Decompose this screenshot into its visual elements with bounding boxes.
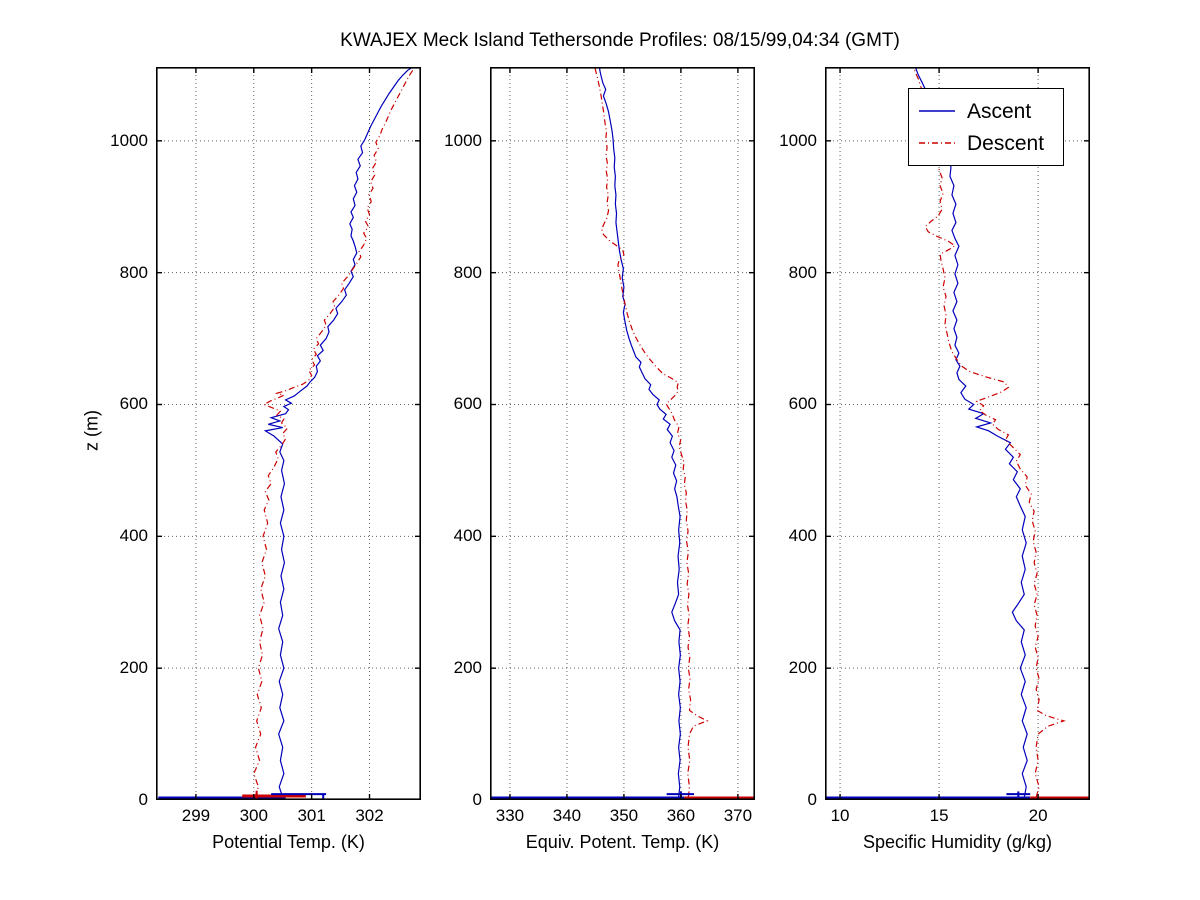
ascent-curve (914, 67, 1028, 798)
figure-title: KWAJEX Meck Island Tethersonde Profiles:… (340, 30, 900, 51)
axis-box (156, 67, 421, 800)
y-tick-label: 800 (453, 262, 482, 282)
specific-humidity-plot-area (825, 67, 1090, 800)
x-axis-label-potential-temp: Potential Temp. (K) (212, 832, 365, 852)
y-tick-label: 400 (453, 526, 482, 546)
y-tick-label: 1000 (779, 130, 817, 150)
panel-potential-temp (156, 67, 421, 800)
y-tick-label: 0 (472, 790, 482, 809)
equiv-potent-temp-plot-area (490, 67, 755, 800)
ascent-curve (263, 67, 414, 798)
y-tick-label: 800 (119, 262, 148, 282)
y-tick-label: 200 (119, 658, 148, 678)
axis-box (825, 67, 1090, 800)
legend-label-descent: Descent (967, 131, 1045, 155)
descent-curve (253, 67, 417, 798)
y-tick-label: 600 (788, 394, 817, 414)
x-tick-label: 360 (666, 806, 696, 825)
x-tick-label: 350 (609, 806, 639, 825)
x-axis-label-specific-humidity: Specific Humidity (g/kg) (862, 832, 1053, 852)
y-tick-label: 0 (807, 790, 817, 809)
y-tick-label: 0 (138, 790, 148, 809)
x-tick-label: 20 (1028, 806, 1048, 825)
y-tick-label: 200 (788, 658, 817, 678)
panel-specific-humidity (825, 67, 1090, 800)
x-axis-label-equiv-potent-temp: Equiv. Potent. Temp. (K) (525, 832, 720, 852)
x-tick-label: 15 (929, 806, 949, 825)
y-tick-label: 1000 (110, 130, 148, 150)
x-tick-label: 10 (830, 806, 850, 825)
ascent-line-sample-icon (919, 110, 955, 112)
legend-label-ascent: Ascent (967, 99, 1032, 123)
x-tick-label: 300 (239, 806, 268, 825)
ascent-curve (598, 67, 681, 798)
axis-box (490, 67, 755, 800)
x-tick-label: 301 (297, 806, 326, 825)
potential-temp-plot-area (156, 67, 421, 800)
legend-item-descent: Descent (909, 128, 1063, 158)
descent-curve (594, 67, 709, 798)
panel-equiv-potent-temp (490, 67, 755, 800)
x-tick-label: 302 (355, 806, 384, 825)
y-tick-label: 1000 (444, 130, 482, 150)
legend-item-ascent: Ascent (909, 96, 1063, 126)
x-tick-label: 299 (181, 806, 211, 825)
y-tick-label: 800 (788, 262, 817, 282)
x-tick-label: 370 (723, 806, 753, 825)
descent-curve (912, 67, 1066, 798)
y-tick-label: 200 (453, 658, 482, 678)
y-tick-label: 600 (119, 394, 148, 414)
descent-line-sample-icon (919, 142, 955, 144)
x-tick-label: 340 (552, 806, 582, 825)
y-tick-label: 600 (453, 394, 482, 414)
y-tick-label: 400 (119, 526, 148, 546)
x-tick-label: 330 (495, 806, 525, 825)
y-tick-label: 400 (788, 526, 817, 546)
legend-box: Ascent Descent (908, 88, 1064, 166)
